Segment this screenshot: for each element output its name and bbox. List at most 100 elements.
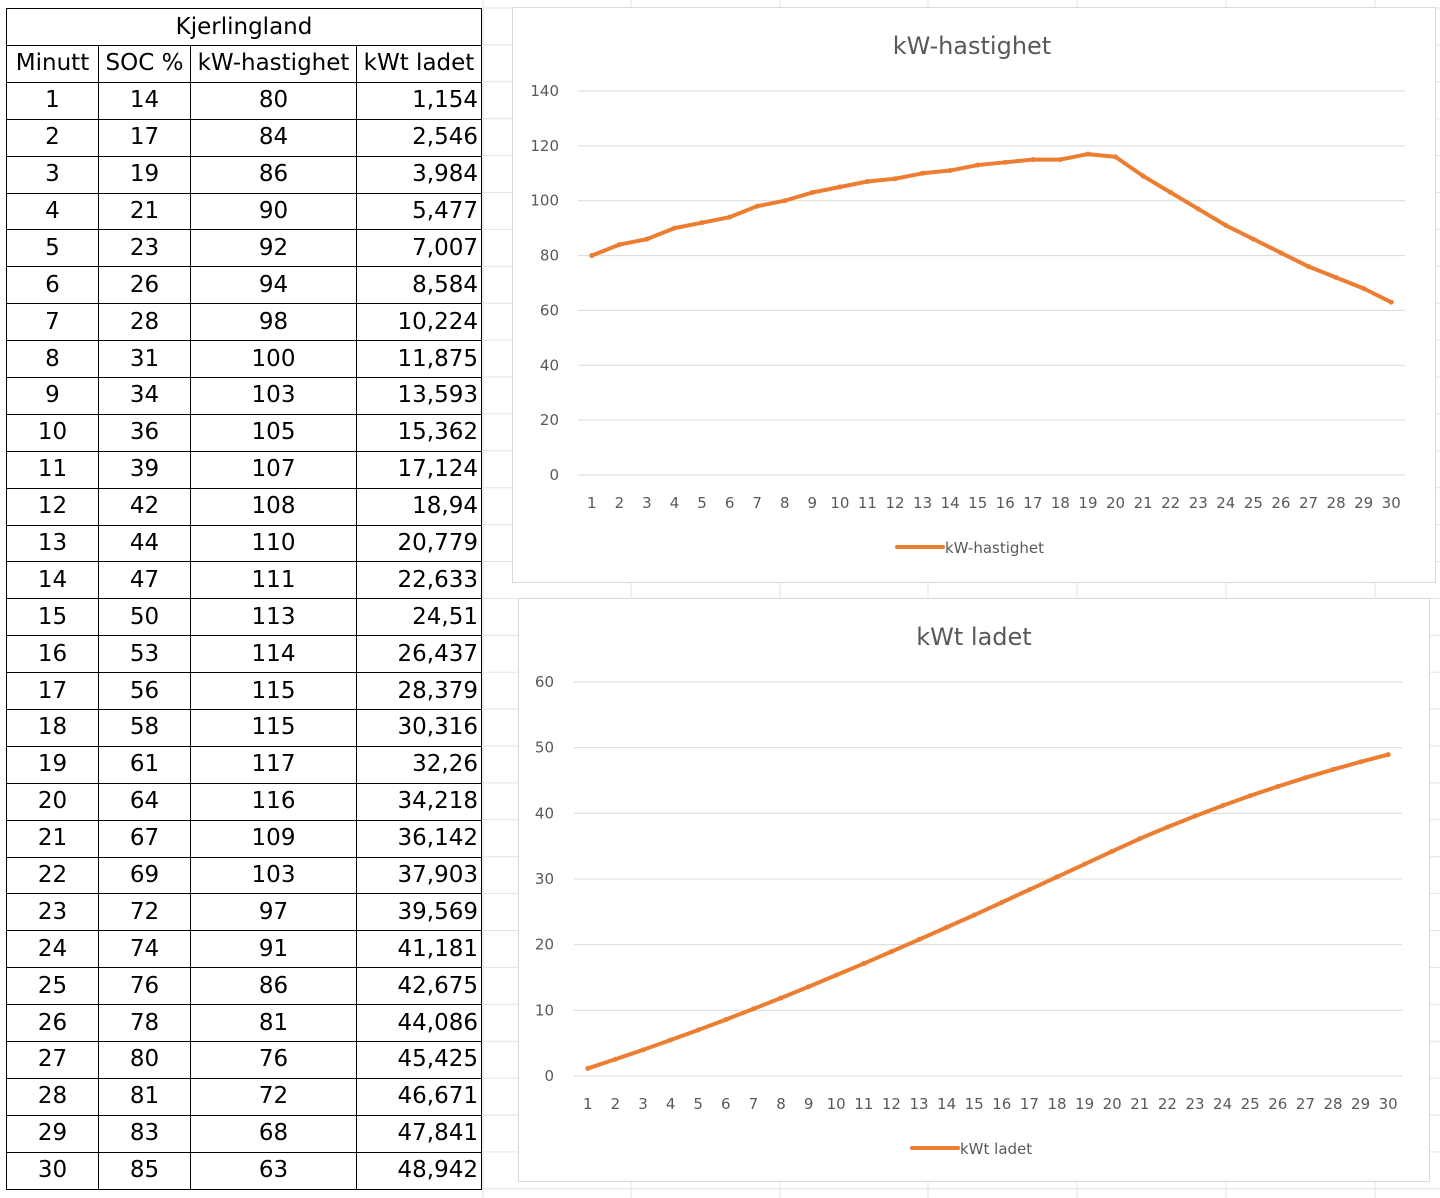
cell-kw-hastighet[interactable]: 97: [190, 893, 357, 932]
cell-kwt-ladet[interactable]: 11,875: [356, 340, 482, 379]
cell-kwt-ladet[interactable]: 28,379: [356, 672, 482, 711]
cell-minutt[interactable]: 21: [6, 819, 99, 858]
data-point[interactable]: [833, 972, 839, 978]
cell-kwt-ladet[interactable]: 13,593: [356, 377, 482, 415]
cell-kw-hastighet[interactable]: 103: [190, 377, 357, 415]
cell-kwt-ladet[interactable]: 3,984: [356, 155, 482, 194]
cell-kw-hastighet[interactable]: 105: [190, 413, 357, 452]
cell-soc[interactable]: 36: [98, 413, 191, 452]
cell-kwt-ladet[interactable]: 42,675: [356, 967, 482, 1006]
cell-kw-hastighet[interactable]: 115: [190, 709, 357, 747]
data-point[interactable]: [616, 242, 622, 248]
data-point[interactable]: [1030, 157, 1036, 163]
cell-kw-hastighet[interactable]: 109: [190, 819, 357, 858]
cell-soc[interactable]: 56: [98, 672, 191, 711]
cell-kwt-ladet[interactable]: 7,007: [356, 229, 482, 268]
cell-minutt[interactable]: 16: [6, 635, 99, 674]
cell-soc[interactable]: 69: [98, 856, 191, 895]
cell-soc[interactable]: 28: [98, 303, 191, 342]
cell-kwt-ladet[interactable]: 30,316: [356, 709, 482, 747]
data-point[interactable]: [644, 236, 650, 242]
cell-kw-hastighet[interactable]: 111: [190, 561, 357, 600]
cell-kwt-ladet[interactable]: 46,671: [356, 1077, 482, 1116]
data-point[interactable]: [806, 984, 812, 990]
series-line[interactable]: [585, 752, 1391, 1071]
cell-kw-hastighet[interactable]: 80: [190, 81, 357, 120]
data-point[interactable]: [1306, 264, 1312, 270]
series-line[interactable]: [589, 152, 1394, 305]
cell-kw-hastighet[interactable]: 72: [190, 1077, 357, 1116]
data-point[interactable]: [861, 961, 867, 967]
cell-minutt[interactable]: 10: [6, 413, 99, 452]
cell-soc[interactable]: 34: [98, 377, 191, 415]
legend-label[interactable]: kWt ladet: [960, 1140, 1032, 1158]
cell-soc[interactable]: 78: [98, 1004, 191, 1043]
data-point[interactable]: [1026, 887, 1032, 893]
cell-minutt[interactable]: 12: [6, 487, 99, 526]
cell-soc[interactable]: 74: [98, 930, 191, 969]
cell-kwt-ladet[interactable]: 8,584: [356, 266, 482, 305]
cell-minutt[interactable]: 23: [6, 893, 99, 932]
data-point[interactable]: [695, 1027, 701, 1033]
cell-kw-hastighet[interactable]: 76: [190, 1041, 357, 1079]
data-point[interactable]: [1220, 803, 1226, 809]
cell-kw-hastighet[interactable]: 114: [190, 635, 357, 674]
cell-minutt[interactable]: 1: [6, 81, 99, 120]
cell-kwt-ladet[interactable]: 47,841: [356, 1114, 482, 1153]
cell-kwt-ladet[interactable]: 24,51: [356, 598, 482, 637]
data-point[interactable]: [975, 162, 981, 168]
cell-kw-hastighet[interactable]: 115: [190, 672, 357, 711]
header-kw-hastighet[interactable]: kW-hastighet: [190, 45, 357, 83]
cell-soc[interactable]: 72: [98, 893, 191, 932]
data-point[interactable]: [1140, 173, 1146, 179]
cell-kwt-ladet[interactable]: 2,546: [356, 118, 482, 157]
cell-soc[interactable]: 85: [98, 1151, 191, 1190]
data-point[interactable]: [1330, 767, 1336, 773]
cell-kw-hastighet[interactable]: 110: [190, 524, 357, 563]
data-point[interactable]: [1278, 250, 1284, 256]
data-point[interactable]: [1223, 222, 1229, 228]
data-point[interactable]: [1085, 151, 1091, 157]
data-point[interactable]: [589, 253, 595, 259]
data-point[interactable]: [837, 184, 843, 190]
cell-kwt-ladet[interactable]: 34,218: [356, 782, 482, 821]
data-point[interactable]: [699, 220, 705, 226]
cell-soc[interactable]: 67: [98, 819, 191, 858]
data-point[interactable]: [892, 176, 898, 182]
cell-minutt[interactable]: 9: [6, 377, 99, 415]
cell-soc[interactable]: 47: [98, 561, 191, 600]
cell-minutt[interactable]: 26: [6, 1004, 99, 1043]
data-point[interactable]: [668, 1037, 674, 1043]
data-point[interactable]: [1333, 275, 1339, 281]
data-point[interactable]: [888, 949, 894, 955]
data-point[interactable]: [1137, 836, 1143, 842]
cell-kw-hastighet[interactable]: 98: [190, 303, 357, 342]
data-point[interactable]: [1164, 824, 1170, 830]
cell-kw-hastighet[interactable]: 90: [190, 192, 357, 231]
data-point[interactable]: [971, 912, 977, 918]
cell-minutt[interactable]: 6: [6, 266, 99, 305]
cell-minutt[interactable]: 7: [6, 303, 99, 342]
cell-kw-hastighet[interactable]: 92: [190, 229, 357, 268]
cell-minutt[interactable]: 25: [6, 967, 99, 1006]
cell-kwt-ladet[interactable]: 26,437: [356, 635, 482, 674]
data-point[interactable]: [864, 179, 870, 185]
cell-soc[interactable]: 50: [98, 598, 191, 637]
data-point[interactable]: [585, 1065, 591, 1071]
cell-minutt[interactable]: 5: [6, 229, 99, 268]
cell-kw-hastighet[interactable]: 86: [190, 967, 357, 1006]
kw-hastighet-chart[interactable]: kW-hastighet 0 20 40 60 80 100 120 140 1 2 3 4 5 6 7 8 9 1…: [512, 7, 1436, 583]
data-point[interactable]: [920, 170, 926, 176]
cell-kwt-ladet[interactable]: 45,425: [356, 1041, 482, 1079]
data-point[interactable]: [778, 995, 784, 1001]
cell-minutt[interactable]: 30: [6, 1151, 99, 1190]
data-point[interactable]: [640, 1047, 646, 1053]
data-point[interactable]: [809, 189, 815, 195]
cell-kwt-ladet[interactable]: 18,94: [356, 487, 482, 526]
data-point[interactable]: [1109, 848, 1115, 854]
cell-kwt-ladet[interactable]: 37,903: [356, 856, 482, 895]
data-point[interactable]: [727, 214, 733, 220]
cell-kwt-ladet[interactable]: 17,124: [356, 450, 482, 489]
cell-soc[interactable]: 14: [98, 81, 191, 120]
cell-soc[interactable]: 83: [98, 1114, 191, 1153]
